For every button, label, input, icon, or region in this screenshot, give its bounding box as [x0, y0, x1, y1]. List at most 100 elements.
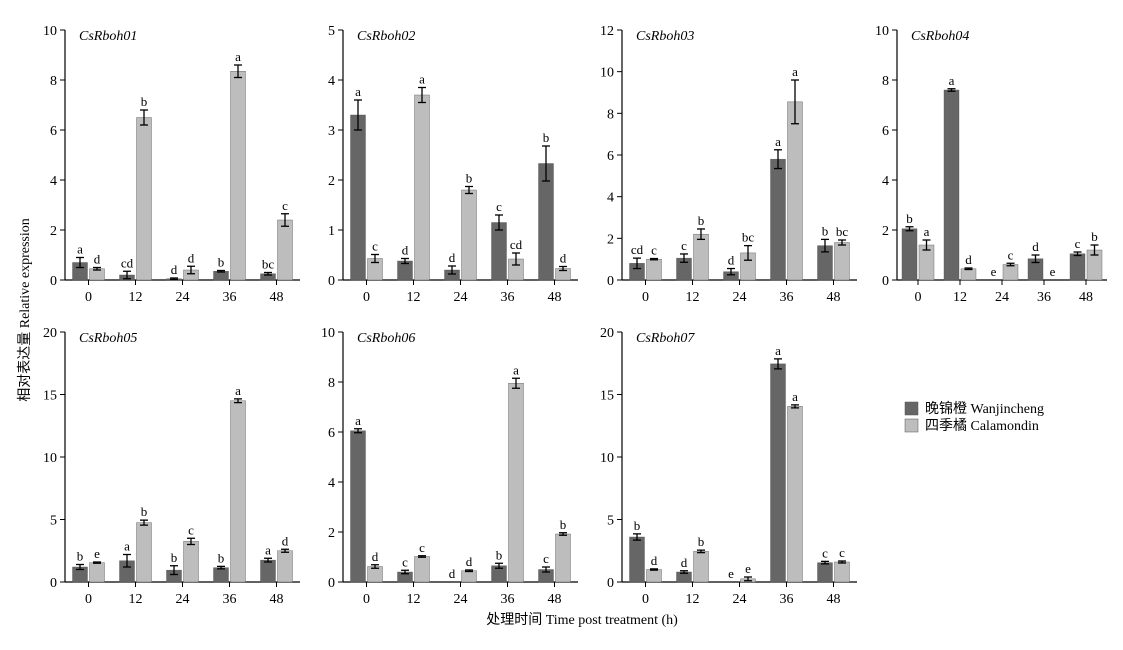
- significance-letter: d: [372, 549, 379, 564]
- bar: [629, 536, 645, 583]
- bar: [787, 406, 803, 583]
- significance-letter: e: [1050, 264, 1056, 279]
- legend-swatch-wanjincheng: [904, 401, 919, 416]
- significance-letter: c: [419, 540, 425, 555]
- bar: [787, 101, 803, 281]
- significance-letter: c: [822, 545, 828, 560]
- significance-letter: c: [372, 239, 378, 254]
- y-tick-label: 2: [50, 224, 57, 239]
- x-tick-label: 48: [270, 290, 284, 305]
- x-tick-label: 12: [407, 290, 421, 305]
- x-tick-label: 48: [548, 592, 562, 607]
- y-tick-label: 2: [328, 526, 335, 541]
- significance-letter: b: [822, 223, 829, 238]
- y-tick-label: 4: [882, 174, 889, 189]
- y-tick-label: 10: [875, 24, 889, 39]
- x-tick-label: 24: [733, 592, 747, 607]
- bar: [230, 400, 246, 583]
- y-tick-label: 10: [321, 326, 335, 341]
- y-tick-label: 8: [328, 376, 335, 391]
- significance-letter: a: [775, 134, 781, 149]
- bar: [646, 258, 662, 281]
- y-tick-label: 0: [328, 576, 335, 591]
- significance-letter: cd: [121, 255, 134, 270]
- bar: [414, 556, 430, 583]
- bar: [817, 562, 833, 583]
- y-tick-label: 0: [50, 576, 57, 591]
- chart-title: CsRboh02: [357, 29, 415, 44]
- bar: [646, 569, 662, 583]
- significance-letter: d: [965, 252, 972, 267]
- bar: [89, 562, 105, 583]
- significance-letter: bc: [262, 257, 275, 272]
- x-tick-label: 24: [176, 592, 190, 607]
- bar: [136, 117, 152, 281]
- significance-letter: d: [728, 253, 735, 268]
- bar: [491, 222, 507, 281]
- significance-letter: a: [355, 413, 361, 428]
- bar: [943, 89, 960, 281]
- bar: [260, 559, 276, 583]
- significance-letter: b: [496, 547, 503, 562]
- significance-letter: d: [1032, 239, 1039, 254]
- chart-title: CsRboh07: [636, 331, 695, 346]
- chart-title: CsRboh03: [636, 29, 694, 44]
- y-tick-label: 6: [328, 426, 335, 441]
- significance-letter: a: [355, 84, 361, 99]
- y-tick-label: 15: [600, 389, 614, 404]
- y-tick-label: 0: [882, 274, 889, 289]
- y-tick-label: 0: [607, 576, 614, 591]
- bar: [1002, 264, 1019, 281]
- x-tick-label: 36: [780, 290, 794, 305]
- y-tick-label: 15: [43, 389, 57, 404]
- bar: [350, 114, 366, 281]
- chart-title: CsRboh05: [79, 331, 137, 346]
- y-tick-label: 4: [607, 191, 614, 206]
- y-tick-label: 10: [43, 451, 57, 466]
- x-tick-label: 36: [223, 592, 237, 607]
- x-tick-label: 0: [85, 290, 92, 305]
- x-tick-label: 36: [1037, 290, 1051, 305]
- significance-letter: c: [543, 551, 549, 566]
- y-tick-label: 20: [600, 326, 614, 341]
- y-tick-label: 8: [882, 74, 889, 89]
- bar: [508, 383, 524, 583]
- y-tick-label: 5: [328, 24, 335, 39]
- significance-letter: a: [513, 362, 519, 377]
- significance-letter: c: [839, 545, 845, 560]
- significance-letter: c: [188, 522, 194, 537]
- y-tick-label: 20: [43, 326, 57, 341]
- significance-letter: a: [77, 242, 83, 257]
- significance-letter: c: [1075, 236, 1081, 251]
- significance-letter: c: [496, 199, 502, 214]
- x-tick-label: 24: [454, 290, 468, 305]
- chart-title: CsRboh01: [79, 29, 137, 44]
- bar: [555, 533, 571, 583]
- y-tick-label: 2: [328, 174, 335, 189]
- bar: [1069, 253, 1086, 281]
- bar: [350, 430, 366, 583]
- x-tick-label: 48: [827, 290, 841, 305]
- chart-title: CsRboh06: [357, 331, 415, 346]
- y-tick-label: 3: [328, 124, 335, 139]
- significance-letter: d: [449, 250, 456, 265]
- legend-label-wanjincheng: 晚锦橙 Wanjincheng: [925, 400, 1044, 417]
- x-tick-label: 24: [995, 290, 1009, 305]
- significance-letter: b: [466, 171, 473, 186]
- significance-letter: bc: [742, 230, 755, 245]
- significance-letter: b: [171, 550, 178, 565]
- significance-letter: a: [775, 343, 781, 358]
- y-tick-label: 4: [328, 476, 335, 491]
- bar: [461, 189, 477, 281]
- y-tick-label: 10: [600, 451, 614, 466]
- significance-letter: d: [681, 555, 688, 570]
- bar: [960, 268, 977, 281]
- x-tick-label: 0: [642, 592, 649, 607]
- significance-letter: d: [651, 553, 658, 568]
- x-tick-label: 36: [501, 592, 515, 607]
